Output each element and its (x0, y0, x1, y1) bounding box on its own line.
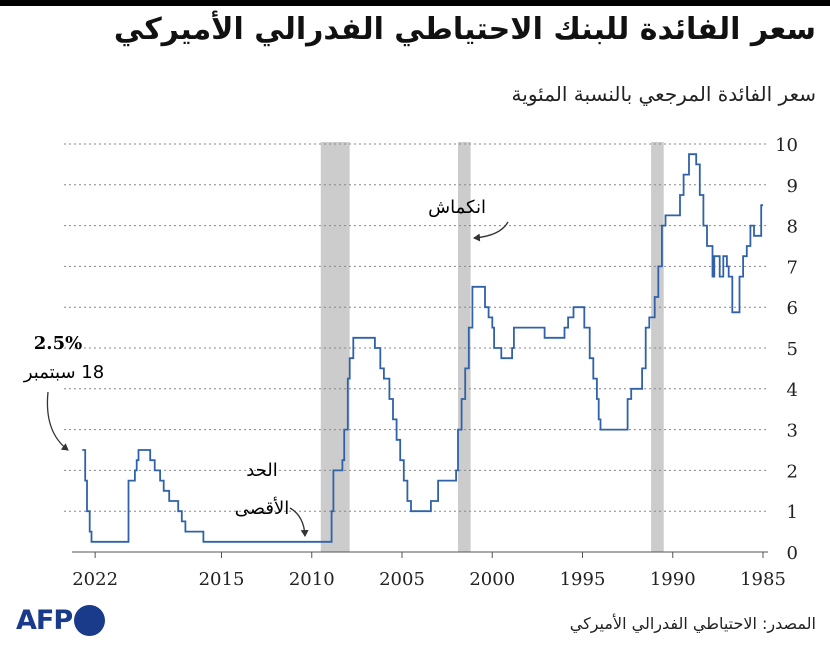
top-rule (0, 0, 830, 6)
y-tick-label-0: 0 (787, 543, 798, 564)
x-tick-label-1985: 1985 (740, 569, 786, 590)
y-tick-label-9: 9 (787, 176, 798, 197)
afp-logo: AFP (16, 603, 106, 637)
recession-arrow (473, 221, 509, 242)
x-tick-label-2015: 2015 (199, 569, 245, 590)
x-tick-label-2022: 2022 (72, 569, 118, 590)
afp-logo-dot-icon (74, 604, 106, 636)
latest-arrow (46, 391, 69, 451)
y-tick-label-4: 4 (787, 380, 798, 401)
y-tick-label-7: 7 (787, 257, 798, 278)
chart-subtitle: سعر الفائدة المرجعي بالنسبة المئوية (511, 82, 816, 106)
y-tick-label-5: 5 (787, 339, 798, 360)
y-tick-label-6: 6 (787, 298, 798, 319)
recession-label: انكماش (428, 197, 486, 218)
y-tick-label-10: 10 (775, 135, 798, 156)
x-tick-label-2005: 2005 (379, 569, 425, 590)
minimum-label-line2: الأقصى (235, 497, 289, 519)
x-tick-label-2000: 2000 (469, 569, 515, 590)
y-tick-label-8: 8 (787, 217, 798, 238)
x-tick-label-1990: 1990 (650, 569, 696, 590)
y-tick-label-2: 2 (787, 461, 798, 482)
x-tick-label-2010: 2010 (289, 569, 335, 590)
y-tick-label-1: 1 (787, 502, 798, 523)
recession-band-2 (320, 142, 350, 552)
rate-line (82, 153, 763, 543)
axis-ticks: 0 1 2 3 4 5 6 7 8 9 10 2022 2015 2010 2005 2000 1995 1990… (72, 135, 798, 590)
source-note: المصدر: الاحتياطي الفدرالي الأميركي (569, 614, 816, 633)
latest-date-label: 18 سبتمبر (23, 362, 104, 383)
latest-value-label: 2.5% (34, 333, 82, 354)
minimum-label-line1: الحد (246, 460, 278, 481)
grid-lines (64, 143, 768, 553)
x-tick-label-1995: 1995 (560, 569, 606, 590)
chart-title: سعر الفائدة للبنك الاحتياطي الفدرالي الأ… (113, 12, 816, 47)
minimum-arrow (289, 507, 309, 537)
rate-series (82, 153, 763, 543)
afp-logo-text: AFP (16, 604, 73, 636)
y-tick-label-3: 3 (787, 421, 798, 442)
recession-band-1 (457, 142, 471, 552)
recession-bands (320, 142, 664, 552)
recession-band-0 (651, 142, 664, 552)
